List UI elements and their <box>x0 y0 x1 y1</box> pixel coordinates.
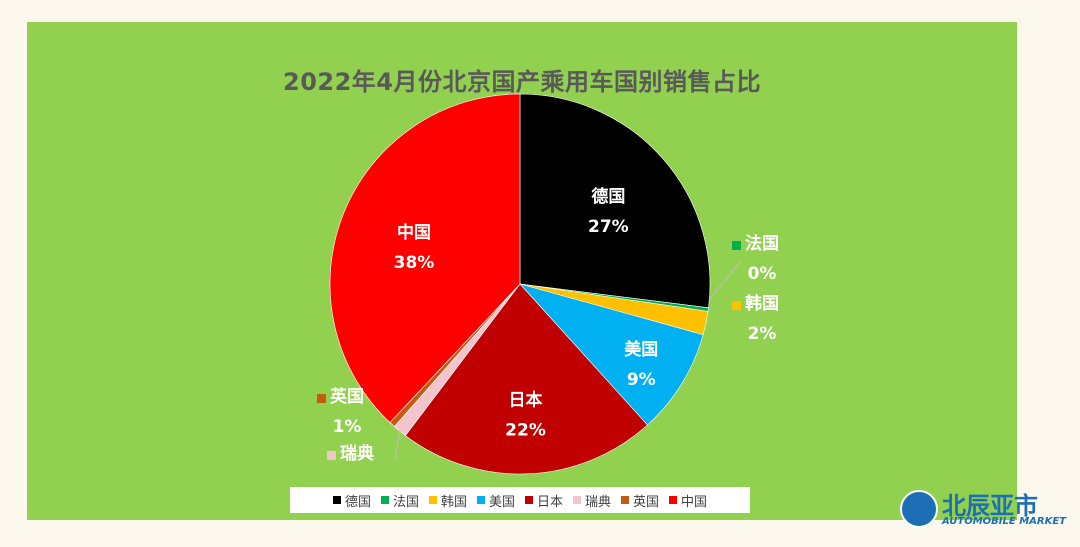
legend-item: 中国 <box>669 491 707 510</box>
pie-slice-1 <box>519 93 711 309</box>
slice-percent-label: 38% <box>394 253 435 273</box>
legend-swatch <box>428 496 437 504</box>
logo-name-en: AUTOMOBILE MARKET <box>942 516 1067 527</box>
label-marker-6 <box>327 451 336 460</box>
legend-swatch <box>332 496 341 504</box>
pie-slice-8 <box>329 93 521 423</box>
brand-logo: 北辰亚市 AUTOMOBILE MARKET <box>900 486 1070 534</box>
slice-category-label: 韩国 <box>745 293 779 314</box>
legend-swatch <box>476 496 485 504</box>
legend-label: 美国 <box>488 494 515 510</box>
slice-category-label: 德国 <box>591 186 625 207</box>
slice-percent-label: 22% <box>505 420 546 440</box>
chart-legend: 德国 法国 韩国 美国 日本 瑞典 英国 中国 <box>290 487 750 513</box>
legend-swatch <box>669 496 678 504</box>
legend-item: 韩国 <box>428 491 467 510</box>
legend-label: 法国 <box>392 494 419 510</box>
slice-category-label: 美国 <box>624 339 658 360</box>
slice-category-label: 法国 <box>745 233 779 254</box>
slice-percent-label: 1% <box>333 417 362 437</box>
legend-item: 瑞典 <box>573 491 611 510</box>
legend-swatch <box>525 496 533 504</box>
legend-swatch <box>380 496 389 504</box>
slice-category-label: 中国 <box>397 222 431 243</box>
label-marker-7 <box>317 394 326 403</box>
logo-name-cn: 北辰亚市 <box>942 492 1038 520</box>
slice-percent-label: 0% <box>748 264 777 284</box>
pie-slice-4 <box>519 283 704 426</box>
legend-swatch <box>621 496 630 504</box>
legend-label: 韩国 <box>440 494 467 510</box>
leader-line-2 <box>708 261 741 301</box>
slice-category-label: 日本 <box>509 389 543 410</box>
slice-category-label: 瑞典 <box>340 443 374 464</box>
legend-item: 英国 <box>621 491 659 510</box>
label-marker-3 <box>732 301 741 310</box>
leader-line-6 <box>394 429 401 461</box>
legend-label: 瑞典 <box>585 494 612 510</box>
legend-item: 日本 <box>525 491 563 510</box>
legend-item: 德国 <box>332 491 371 510</box>
globe-icon <box>900 490 938 528</box>
pie-slice-5 <box>405 283 648 475</box>
label-marker-2 <box>732 241 741 250</box>
slice-percent-label: 9% <box>627 370 656 390</box>
legend-label: 中国 <box>681 494 708 510</box>
legend-item: 美国 <box>476 491 515 510</box>
legend-label: 德国 <box>344 494 371 510</box>
legend-label: 日本 <box>537 494 564 510</box>
legend-item: 法国 <box>380 491 419 510</box>
legend-swatch <box>573 496 582 504</box>
slice-category-label: 英国 <box>330 386 364 407</box>
legend-label: 英国 <box>633 494 660 510</box>
slice-percent-label: 27% <box>588 217 629 237</box>
slice-percent-label: 2% <box>748 324 777 344</box>
chart-title: 2022年4月份北京国产乘用车国别销售占比 <box>283 68 761 96</box>
